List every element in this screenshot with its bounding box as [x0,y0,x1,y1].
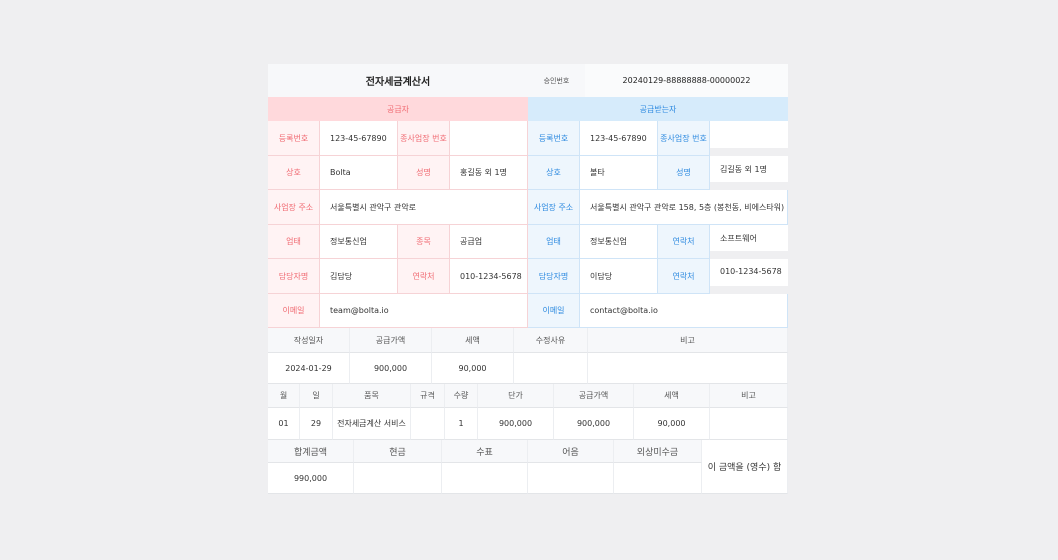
items-header-price: 단가 [478,384,554,408]
receiver-name-label: 상호 [528,156,580,190]
receiver-addr: 서울특별시 관악구 관악로 158, 5층 (봉천동, 비에스타워) [580,190,788,225]
item-price: 900,000 [478,408,554,440]
supplier-mgr: 김담당 [320,259,398,294]
item-qty: 1 [445,408,478,440]
totals-header-sum: 합계금액 [268,440,354,463]
receiver-reg: 123-45-67890 [580,121,658,156]
supplier-rep: 홍길동 외 1명 [450,156,528,190]
items-header-tax: 세액 [634,384,710,408]
receiver-mgr-label: 담당자명 [528,259,580,294]
summary-supply: 900,000 [350,353,432,384]
approval-number: 20240129-88888888-00000022 [585,64,788,97]
receiver-reg-label: 등록번호 [528,121,580,156]
receiver-sub-label: 종사업장 번호 [658,121,710,156]
summary-date: 2024-01-29 [268,353,350,384]
summary-tax: 90,000 [432,353,514,384]
item-supply: 900,000 [554,408,634,440]
items-header-name: 품목 [333,384,411,408]
receiver-sub [710,121,788,156]
receiver-item-label: 연락처 [658,225,710,259]
item-spec [411,408,445,440]
receiver-rep-label: 성명 [658,156,710,190]
supplier-reg-label: 등록번호 [268,121,320,156]
supplier-addr-label: 사업장 주소 [268,190,320,225]
totals-header-check: 수표 [442,440,528,463]
receiver-item: 소프트웨어 [710,225,788,259]
totals-check [442,463,528,494]
receipt-statement: 이 금액을 (영수) 함 [702,440,788,494]
receiver-email: contact@bolta.io [580,294,788,328]
totals-header-note: 어음 [528,440,614,463]
supplier-mgr-label: 담당자명 [268,259,320,294]
totals-header-cash: 현금 [354,440,442,463]
item-name: 전자세금계산 서비스 [333,408,411,440]
summary-header-supply: 공급가액 [350,328,432,353]
tax-invoice: 전자세금계산서 승인번호 20240129-88888888-00000022 … [268,64,788,494]
items-header-note: 비고 [710,384,788,408]
totals-bill [528,463,614,494]
totals-header-credit: 외상미수금 [614,440,702,463]
supplier-phone-label: 연락처 [398,259,450,294]
receiver-phone-label: 연락처 [658,259,710,294]
items-header-spec: 규격 [411,384,445,408]
supplier-item: 공급업 [450,225,528,259]
receiver-name: 볼타 [580,156,658,190]
item-day: 29 [300,408,333,440]
summary-header-reason: 수정사유 [514,328,588,353]
supplier-name: Bolta [320,156,398,190]
supplier-email: team@bolta.io [320,294,528,328]
item-month: 01 [268,408,300,440]
items-header-qty: 수량 [445,384,478,408]
items-header-month: 월 [268,384,300,408]
receiver-type-label: 업태 [528,225,580,259]
items-header-day: 일 [300,384,333,408]
summary-reason [514,353,588,384]
receiver-type: 정보통신업 [580,225,658,259]
summary-header-note: 비고 [588,328,788,353]
supplier-addr: 서울특별시 관악구 관악로 [320,190,528,225]
summary-note [588,353,788,384]
supplier-sub [450,121,528,156]
summary-header-tax: 세액 [432,328,514,353]
receiver-mgr: 이담당 [580,259,658,294]
totals-cash [354,463,442,494]
receiver-phone: 010-1234-5678 [710,259,788,294]
receiver-rep: 김길동 외 1명 [710,156,788,190]
supplier-item-label: 종목 [398,225,450,259]
supplier-rep-label: 성명 [398,156,450,190]
supplier-type-label: 업태 [268,225,320,259]
invoice-title: 전자세금계산서 [268,64,528,97]
supplier-email-label: 이메일 [268,294,320,328]
supplier-phone: 010-1234-5678 [450,259,528,294]
item-note [710,408,788,440]
supplier-reg: 123-45-67890 [320,121,398,156]
receiver-header: 공급받는자 [528,97,788,121]
supplier-header: 공급자 [268,97,528,121]
totals-credit [614,463,702,494]
supplier-type: 정보통신업 [320,225,398,259]
item-tax: 90,000 [634,408,710,440]
totals-sum: 990,000 [268,463,354,494]
supplier-name-label: 상호 [268,156,320,190]
approval-label: 승인번호 [528,64,585,97]
summary-header-date: 작성일자 [268,328,350,353]
receiver-addr-label: 사업장 주소 [528,190,580,225]
receiver-email-label: 이메일 [528,294,580,328]
items-header-supply: 공급가액 [554,384,634,408]
supplier-sub-label: 종사업장 번호 [398,121,450,156]
